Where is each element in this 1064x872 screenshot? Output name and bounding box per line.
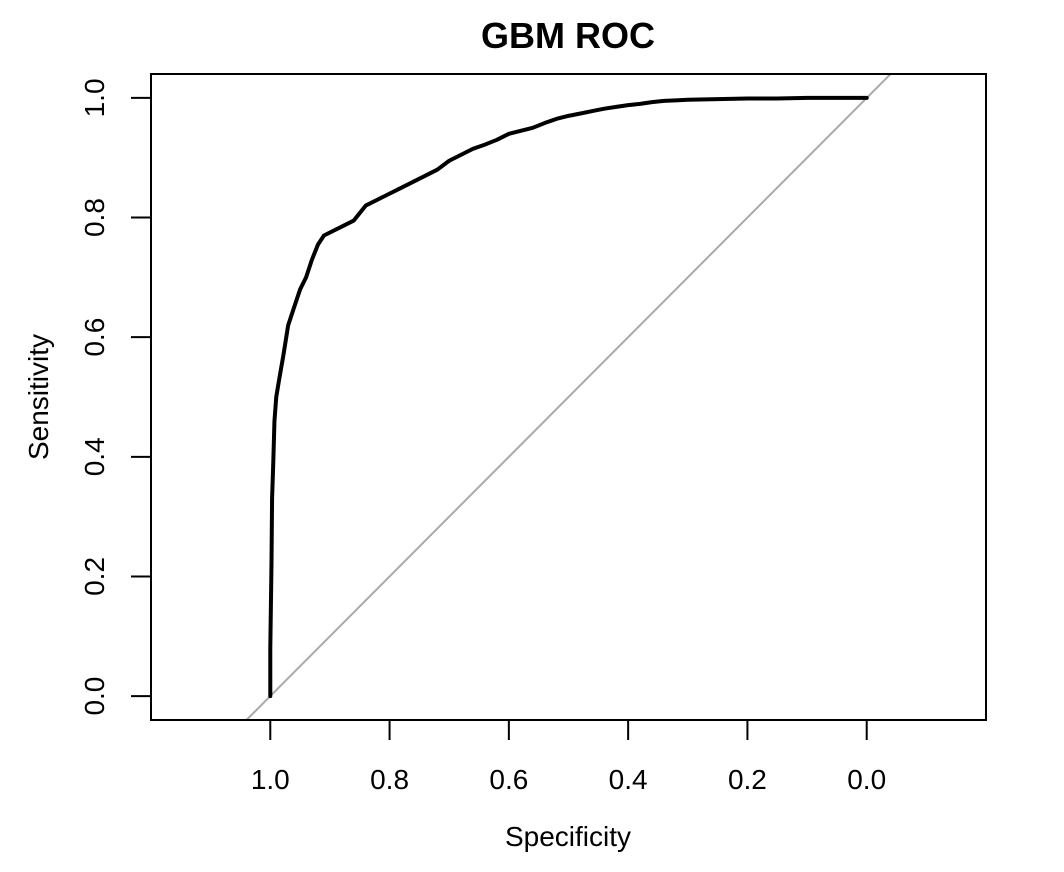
x-axis-label: Specificity: [505, 821, 631, 852]
y-tick-label: 1.0: [79, 78, 110, 117]
y-tick-label: 0.4: [79, 437, 110, 476]
y-tick-label: 0.2: [79, 557, 110, 596]
x-tick-label: 0.8: [370, 764, 409, 795]
y-axis-label: Sensitivity: [23, 334, 54, 460]
y-tick-label: 0.8: [79, 198, 110, 237]
chart-title: GBM ROC: [481, 15, 655, 56]
x-axis: 1.0 0.8 0.6 0.4 0.2 0.0: [251, 719, 886, 795]
x-tick-label: 0.4: [609, 764, 648, 795]
x-tick-label: 1.0: [251, 764, 290, 795]
y-tick-label: 0.0: [79, 677, 110, 716]
reference-diagonal-line: [245, 74, 892, 720]
x-tick-label: 0.0: [847, 764, 886, 795]
roc-curve-line: [268, 95, 869, 699]
y-axis: 0.0 0.2 0.4 0.6 0.8 1.0: [79, 78, 152, 716]
plot-marks: [245, 74, 892, 720]
x-tick-label: 0.2: [728, 764, 767, 795]
y-tick-label: 0.6: [79, 318, 110, 357]
x-tick-label: 0.6: [489, 764, 528, 795]
